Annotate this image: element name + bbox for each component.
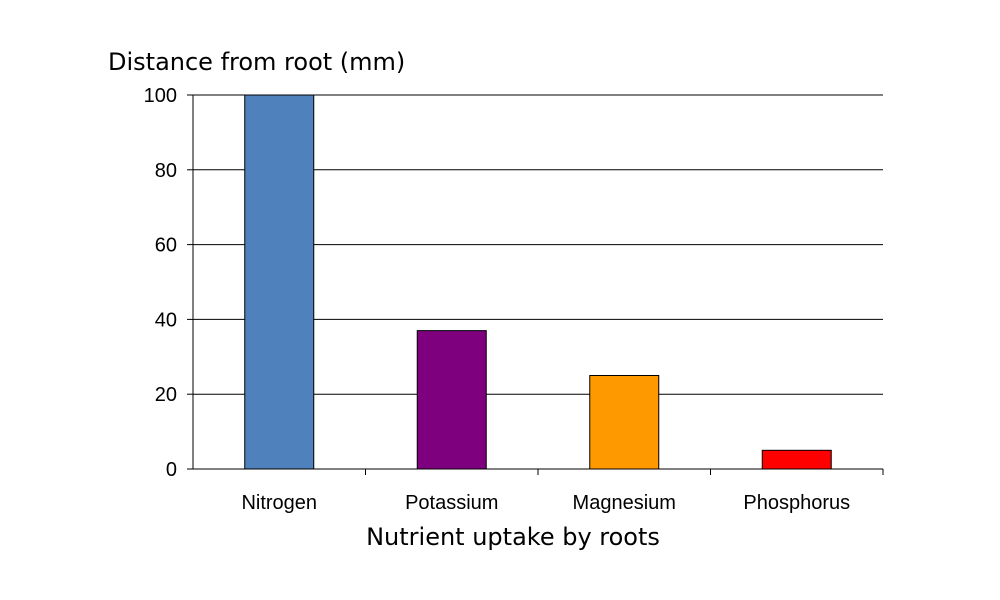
y-tick-label: 80 [155, 160, 177, 182]
x-category-label: Magnesium [573, 492, 676, 514]
x-axis-title: Nutrient uptake by roots [366, 523, 660, 551]
x-category-label: Potassium [405, 492, 498, 514]
bars [244, 94, 832, 470]
bar-nitrogen [244, 94, 315, 470]
x-category-label: Phosphorus [743, 492, 850, 514]
x-category-label: Nitrogen [241, 492, 317, 514]
y-tick-label: 20 [155, 384, 177, 406]
y-axis-title: Distance from root (mm) [108, 48, 405, 76]
bar-magnesium [589, 375, 660, 470]
y-tick-label: 40 [155, 309, 177, 331]
x-category-labels: Nitrogen Potassium Magnesium Phosphorus [241, 492, 850, 514]
y-tick-label: 100 [144, 85, 177, 107]
axes [187, 94, 884, 475]
bar-potassium [416, 330, 487, 470]
y-tick-label: 0 [166, 459, 177, 481]
bar-phosphorus [761, 449, 832, 470]
y-tick-label: 60 [155, 235, 177, 257]
y-tick-labels: 0 20 40 60 80 100 [144, 85, 177, 481]
